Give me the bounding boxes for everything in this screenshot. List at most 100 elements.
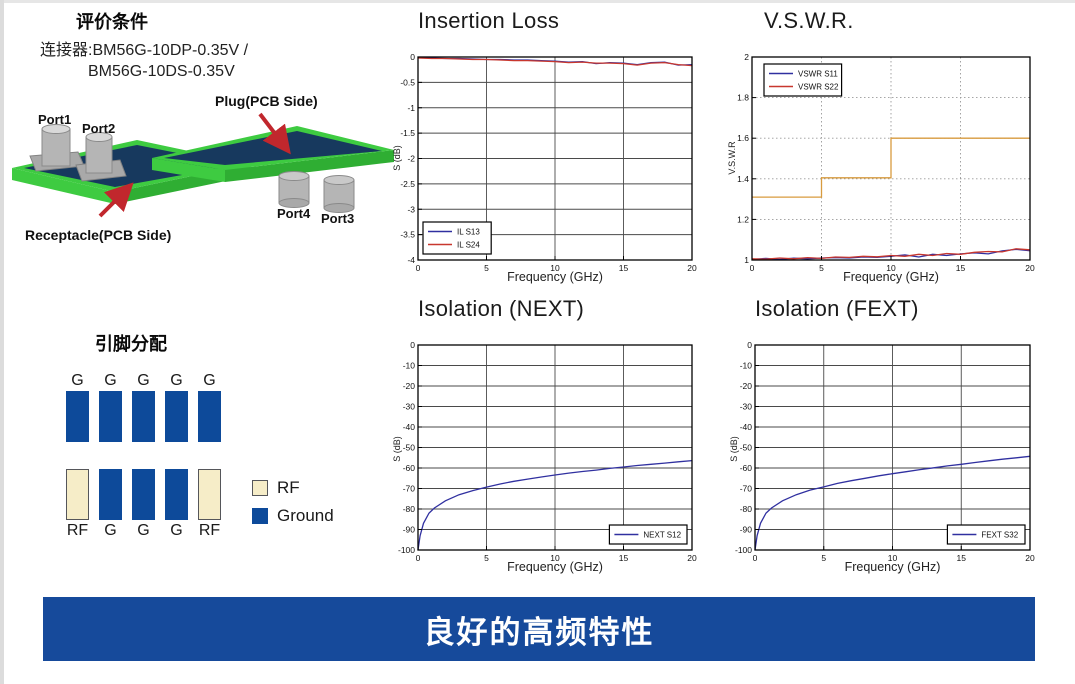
legend-box	[422, 221, 492, 255]
connector-model-line1: 连接器:BM56G-10DP-0.35V /	[40, 42, 249, 59]
pin-row-gap	[198, 442, 221, 469]
y-tick-label: -70	[740, 484, 753, 494]
y-tick-label: -60	[403, 463, 416, 473]
y-tick-label: 1.6	[737, 133, 749, 143]
port2-cylinder	[85, 136, 113, 174]
ground-swatch	[252, 508, 268, 524]
pin-ground	[165, 391, 188, 442]
pin-row-gap	[99, 442, 122, 469]
series-vswr-s22	[751, 248, 1031, 260]
y-tick-label: -30	[403, 402, 416, 412]
y-tick-label: -60	[740, 463, 753, 473]
x-tick-label: 15	[956, 263, 966, 273]
isolation-next-chart: Isolation (NEXT) S (dB) 0 5 10 15 20 0 -10 -20-…	[388, 296, 704, 582]
pin-rf	[198, 469, 221, 520]
y-tick-label: -10	[740, 361, 753, 371]
port1-label: Port1	[38, 112, 71, 127]
y-tick-label: -80	[740, 504, 753, 514]
series-il-s24	[417, 57, 693, 67]
pin-ground	[132, 469, 155, 520]
board-edge	[225, 150, 394, 182]
x-tick-label: 20	[1025, 263, 1035, 273]
y-tick-label: 1.2	[737, 214, 749, 224]
plug-pointer-arrow	[258, 112, 291, 155]
pin-legend-label: RF	[277, 478, 300, 497]
pin-legend-row: RF	[252, 478, 334, 498]
y-tick-label: 1.8	[737, 93, 749, 103]
y-tick-label: -1	[407, 103, 415, 113]
y-tick-label: -100	[398, 545, 415, 555]
y-tick-label: -3.5	[400, 230, 415, 240]
y-tick-label: -2	[407, 154, 415, 164]
x-tick-label: 5	[484, 553, 489, 563]
y-tick-label: -80	[403, 504, 416, 514]
y-tick-label: -0.5	[400, 77, 415, 87]
board-edge	[152, 158, 225, 182]
legend-entry-label: VSWR S11	[798, 70, 838, 79]
port4-cylinder-bottom	[278, 198, 310, 208]
pin-row-gap	[132, 442, 155, 469]
y-tick-label: 0	[747, 340, 752, 350]
pin-ground	[66, 391, 89, 442]
chart-title: Isolation (NEXT)	[418, 296, 585, 321]
x-tick-label: 0	[416, 553, 421, 563]
series-fext-s32	[754, 455, 1031, 551]
pin-bottom-label: RF	[66, 522, 89, 539]
series-next-s12	[417, 459, 693, 551]
x-tick-label: 5	[821, 553, 826, 563]
x-tick-label: 15	[619, 553, 629, 563]
legend-box	[608, 524, 688, 545]
x-tick-label: 20	[1025, 553, 1035, 563]
conclusion-banner-text: 良好的高频特性	[423, 614, 655, 650]
port3-cylinder-bottom	[323, 203, 355, 213]
conclusion-banner: 良好的高频特性	[43, 597, 1035, 661]
pin-ground	[99, 391, 122, 442]
port4-label: Port4	[277, 206, 311, 221]
y-tick-label: -90	[740, 525, 753, 535]
pin-top-label: G	[170, 372, 183, 389]
evaluation-conditions-title: 评价条件	[76, 12, 148, 32]
pin-bottom-label: G	[170, 522, 183, 539]
pin-row-gap	[165, 442, 188, 469]
y-tick-label: -20	[740, 381, 753, 391]
y-tick-label: -50	[403, 443, 416, 453]
y-tick-label: -3	[407, 204, 415, 214]
port3-cylinder-top	[323, 175, 355, 185]
pin-bottom-label: RF	[198, 522, 221, 539]
legend-entry-label: NEXT S12	[643, 531, 681, 540]
x-tick-label: 5	[484, 263, 489, 273]
port1-cylinder-top	[41, 124, 71, 134]
x-tick-label: 20	[687, 263, 697, 273]
y-tick-label: -1.5	[400, 128, 415, 138]
pin-ground	[165, 469, 188, 520]
pin-column: G RF	[66, 370, 89, 541]
plot-area: 0 5 10 15 20 1 1.2 1.4 1.6 1.8 2 VSWR S11 VSWR S22	[737, 52, 1035, 273]
x-axis-label: Frequency (GHz)	[507, 560, 603, 574]
x-axis-label: Frequency (GHz)	[844, 560, 941, 574]
y-tick-label: 1	[744, 255, 749, 265]
chart-title: Insertion Loss	[418, 8, 560, 33]
y-tick-label: 2	[744, 52, 749, 62]
plot-area: 0 5 10 15 20 0 -0.5 -1 -1.5 -2 -2.5 -3 -3.5 -4 IL S13 I…	[400, 52, 697, 273]
port1-cylinder	[41, 128, 71, 167]
series-spec-limit	[752, 137, 1030, 198]
plug-board	[152, 126, 394, 213]
pin-row-gap	[66, 442, 89, 469]
y-tick-label: -40	[740, 422, 753, 432]
board-edge	[12, 168, 115, 204]
top-edge-border	[0, 0, 1075, 3]
receptacle-pointer-arrow	[98, 182, 134, 218]
y-tick-label: 1.4	[737, 174, 749, 184]
x-tick-label: 0	[750, 263, 755, 273]
x-axis-label: Frequency (GHz)	[843, 270, 939, 284]
x-tick-label: 10	[550, 553, 560, 563]
x-tick-label: 10	[550, 263, 560, 273]
chart-title: V.S.W.R.	[764, 8, 854, 33]
y-tick-label: -10	[403, 361, 416, 371]
pin-legend: RF Ground	[252, 478, 334, 534]
y-tick-label: -70	[403, 484, 416, 494]
